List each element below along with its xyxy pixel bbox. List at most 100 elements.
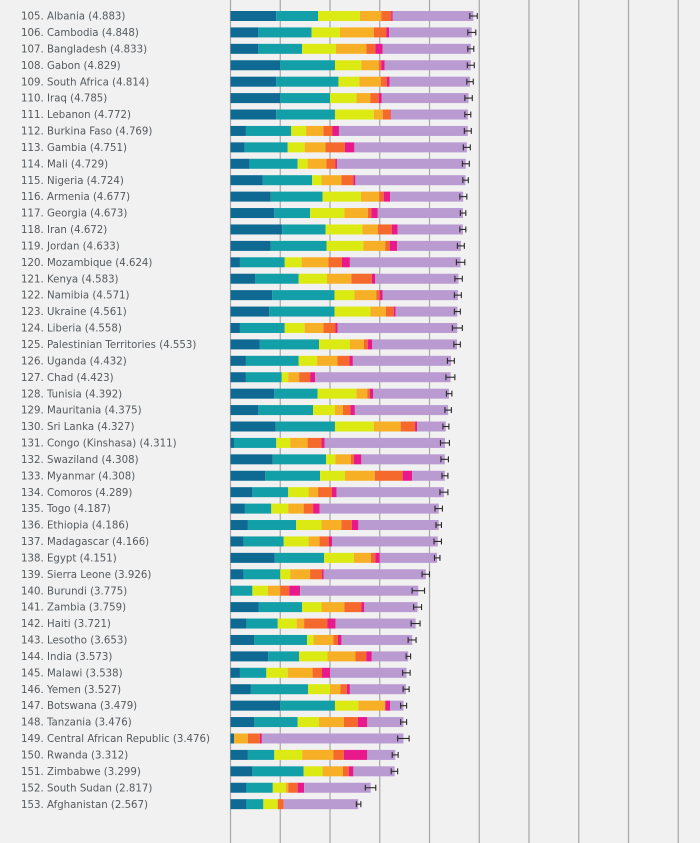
- bar-row: [230, 618, 421, 629]
- bar-segment-freedom: [288, 372, 300, 383]
- bar-segment-generosity: [312, 667, 323, 678]
- bar-segment-corruption: [391, 224, 398, 235]
- bar-segment-generosity: [333, 634, 338, 645]
- bar-segment-generosity: [319, 536, 330, 547]
- bar-segment-social-support: [255, 273, 299, 284]
- bar-segment-dystopia-residual: [352, 355, 451, 366]
- bar-segment-generosity: [351, 273, 372, 284]
- bar-segment-generosity: [385, 306, 394, 317]
- error-bar: [469, 13, 478, 19]
- bar-segment-life-expectancy: [276, 437, 291, 448]
- bar-segment-freedom: [356, 93, 371, 104]
- rank-label: 136.: [21, 521, 44, 532]
- country-label: Myanmar (4.308): [47, 471, 135, 482]
- error-bar: [445, 374, 456, 381]
- bar-segment-gdp: [230, 43, 259, 54]
- bar-segment-generosity: [376, 290, 380, 301]
- country-label: Iran (4.672): [47, 225, 107, 236]
- bar-row: [230, 388, 453, 399]
- bar-segment-generosity: [304, 618, 328, 629]
- bar-segment-life-expectancy: [303, 766, 323, 777]
- bar-segment-corruption: [378, 93, 382, 104]
- bar-segment-life-expectancy: [334, 421, 374, 432]
- bar-segment-freedom: [361, 60, 379, 71]
- bar-segment-social-support: [272, 454, 327, 465]
- bar-segment-gdp: [230, 602, 259, 613]
- bar-segment-social-support: [254, 717, 298, 728]
- bar-segment-life-expectancy: [313, 405, 335, 416]
- rank-label: 118.: [21, 225, 44, 236]
- bar-segment-corruption: [335, 158, 337, 169]
- bar-segment-gdp: [230, 405, 259, 416]
- bar-row: [230, 257, 466, 268]
- bar-segment-corruption: [367, 339, 373, 350]
- bar-segment-social-support: [258, 405, 314, 416]
- country-label: Gabon (4.829): [47, 61, 121, 72]
- bar-segment-dystopia-residual: [364, 602, 418, 613]
- bar-segment-corruption: [371, 208, 378, 219]
- bar-segment-generosity: [341, 520, 352, 531]
- bar-segment-social-support: [239, 257, 285, 268]
- country-label: Madagascar (4.166): [47, 537, 149, 548]
- bar-segment-life-expectancy: [280, 569, 291, 580]
- bar-segment-gdp: [230, 240, 271, 251]
- bar-segment-dystopia-residual: [324, 437, 445, 448]
- bar-segment-corruption: [353, 175, 356, 186]
- bar-segment-dystopia-residual: [382, 290, 458, 301]
- error-bar: [453, 292, 462, 299]
- bar-segment-freedom: [317, 355, 338, 366]
- bar-segment-gdp: [230, 175, 263, 186]
- bar-segment-dystopia-residual: [371, 651, 409, 662]
- bar-segment-gdp: [230, 109, 277, 120]
- rank-label: 112.: [21, 127, 44, 138]
- bar-segment-freedom: [358, 700, 386, 711]
- bar-segment-freedom: [308, 487, 319, 498]
- error-bar: [421, 571, 431, 578]
- bar-row: [230, 552, 441, 563]
- country-label: Botswana (3.479): [47, 701, 137, 712]
- bar-segment-generosity: [385, 240, 390, 251]
- bar-segment-life-expectancy: [326, 454, 336, 465]
- bar-segment-dystopia-residual: [417, 421, 446, 432]
- country-label: Egypt (4.151): [47, 553, 117, 564]
- country-label: Kenya (4.583): [47, 274, 119, 285]
- bar-segment-social-support: [275, 421, 335, 432]
- rank-label: 126.: [21, 356, 44, 367]
- bar-segment-freedom: [321, 602, 345, 613]
- bar-segment-gdp: [230, 372, 246, 383]
- bar-row: [230, 454, 449, 465]
- bar-segment-dystopia-residual: [373, 388, 450, 399]
- bar-segment-social-support: [282, 224, 326, 235]
- error-bar: [410, 620, 421, 627]
- bar-segment-life-expectancy: [317, 388, 357, 399]
- bar-segment-social-support: [272, 290, 335, 301]
- country-label: South Sudan (2.817): [47, 783, 152, 794]
- bar-segment-life-expectancy: [310, 208, 345, 219]
- bar-segment-life-expectancy: [330, 93, 357, 104]
- bar-row: [230, 175, 469, 186]
- error-bar: [405, 653, 412, 660]
- bar-row: [230, 667, 411, 678]
- rank-label: 111.: [21, 110, 44, 121]
- bar-segment-life-expectancy: [334, 60, 362, 71]
- bar-segment-generosity: [374, 470, 403, 481]
- rank-label: 141.: [21, 603, 44, 614]
- bar-segment-life-expectancy: [334, 290, 355, 301]
- bar-segment-life-expectancy: [334, 700, 359, 711]
- bar-segment-generosity: [373, 27, 387, 38]
- bar-row: [230, 421, 450, 432]
- rank-label: 132.: [21, 455, 44, 466]
- country-label: Ethiopia (4.186): [47, 521, 129, 532]
- country-label: Malawi (3.538): [47, 668, 123, 679]
- error-bar: [461, 160, 470, 167]
- bar-segment-gdp: [230, 191, 271, 202]
- country-label: Comoros (4.289): [47, 488, 132, 499]
- bar-segment-social-support: [245, 372, 282, 383]
- bar-segment-freedom: [302, 749, 334, 760]
- bar-segment-life-expectancy: [288, 487, 309, 498]
- bar-segment-corruption: [332, 125, 339, 136]
- bar-segment-dystopia-residual: [389, 76, 470, 87]
- error-bar: [462, 177, 469, 184]
- bar-segment-gdp: [230, 158, 250, 169]
- bar-segment-life-expectancy: [284, 322, 305, 333]
